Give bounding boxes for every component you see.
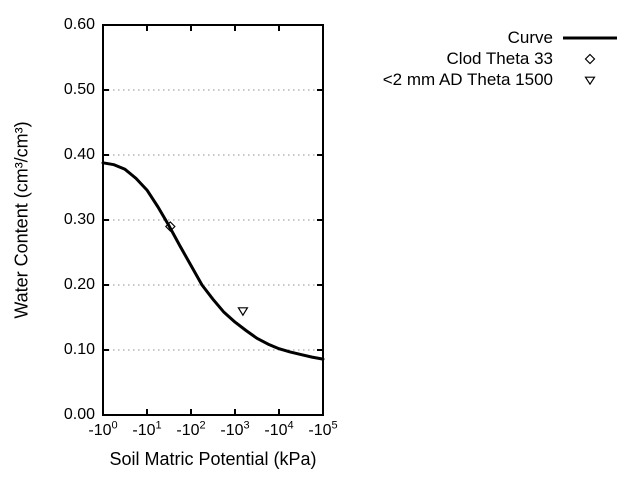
y-tick-label: 0.10	[63, 341, 95, 358]
x-tick-label: -105	[308, 419, 338, 439]
diamond-marker-icon	[563, 53, 617, 65]
x-tick-label: -100	[88, 419, 118, 439]
legend-label-clod-theta-33: Clod Theta 33	[446, 48, 553, 68]
x-axis-label: Soil Matric Potential (kPa)	[109, 449, 317, 469]
y-tick-label: 0.30	[63, 211, 95, 228]
diamond-data-marker	[164, 221, 176, 232]
y-axis-label: Water Content (cm³/cm³)	[11, 121, 32, 319]
x-tick-label: -104	[264, 419, 294, 439]
legend-label-curve: Curve	[507, 27, 553, 47]
legend: Curve Clod Theta 33 <2 mm AD Theta 1500	[383, 27, 617, 90]
legend-row-curve: Curve	[383, 27, 617, 48]
legend-row-clod-theta-33: Clod Theta 33	[383, 48, 617, 69]
y-tick-label: 0.50	[63, 81, 95, 98]
y-tick-label: 0.20	[63, 276, 95, 293]
legend-label-ad-theta-1500: <2 mm AD Theta 1500	[382, 69, 553, 89]
x-tick-label: -101	[132, 419, 162, 439]
x-tick-label: -103	[220, 419, 250, 439]
retention-curve-line	[101, 161, 325, 361]
y-tick-label: 0.60	[63, 16, 95, 33]
y-tick-label: 0.00	[63, 406, 95, 423]
x-tick-label: -102	[176, 419, 206, 439]
y-tick-label: 0.40	[63, 146, 95, 163]
legend-row-ad-theta-1500: <2 mm AD Theta 1500	[383, 69, 617, 90]
line-sample-icon	[563, 32, 617, 44]
plot-frame	[102, 24, 324, 416]
triangle-down-data-marker	[237, 307, 249, 317]
triangle-down-marker-icon	[563, 74, 617, 86]
